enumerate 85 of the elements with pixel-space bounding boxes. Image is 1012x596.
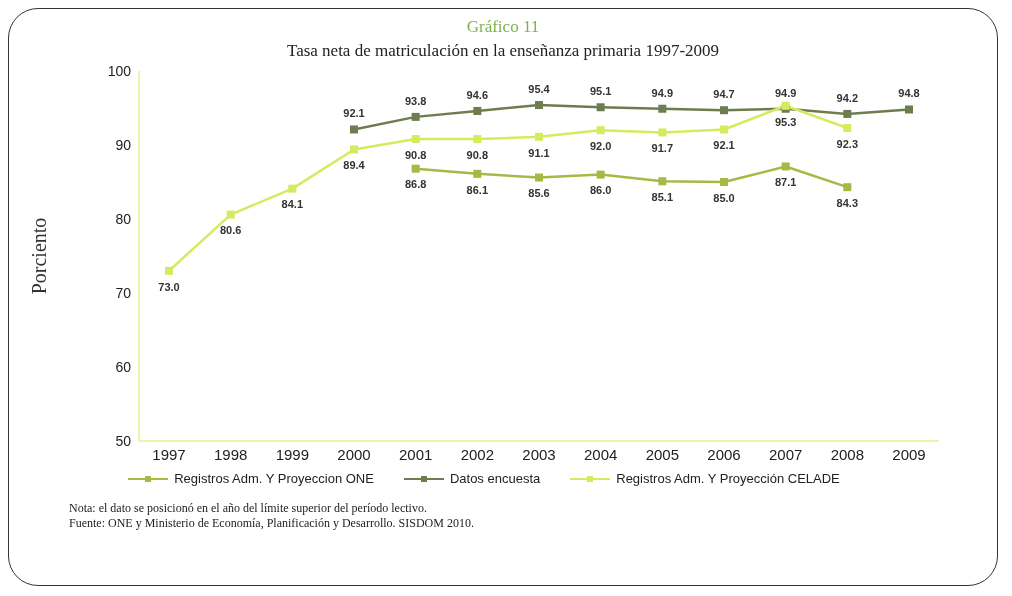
point	[720, 178, 728, 186]
point	[596, 170, 605, 179]
data-label: 86.8	[404, 178, 427, 191]
point	[411, 112, 420, 121]
point	[288, 184, 297, 193]
x-tick-label: 1997	[152, 445, 186, 463]
data-label: 92.1	[713, 139, 735, 152]
point	[843, 123, 852, 132]
x-tick-label: 2000	[337, 445, 371, 463]
x-tick-label: 1999	[275, 445, 310, 463]
data-label: 85.0	[713, 191, 735, 204]
point	[658, 128, 667, 137]
point	[658, 177, 667, 186]
point	[596, 103, 605, 112]
point	[781, 162, 790, 171]
chart-title: Gráfico 11	[465, 17, 541, 37]
data-label: 90.8	[404, 148, 427, 161]
data-label: 91.1	[528, 146, 550, 159]
y-tick-label: 80	[115, 210, 132, 227]
data-label: 94.6	[466, 88, 489, 101]
x-tick-label: 2007	[768, 445, 803, 463]
point	[411, 164, 420, 173]
data-label: 85.6	[528, 187, 550, 200]
data-label: 87.1	[774, 176, 797, 189]
point	[350, 125, 358, 134]
data-label: 94.9	[774, 86, 797, 99]
data-label: 73.0	[158, 280, 180, 293]
x-tick-label: 2004	[583, 445, 618, 463]
y-tick-label: 50	[115, 432, 132, 449]
data-label: 95.1	[589, 85, 612, 98]
point	[473, 169, 482, 178]
y-axis-title: Porciento	[28, 217, 51, 295]
data-label: 95.3	[774, 115, 797, 128]
point	[720, 106, 728, 115]
data-label: 92.1	[343, 107, 365, 120]
y-tick-label: 60	[115, 358, 132, 375]
point	[473, 106, 482, 115]
data-label: 94.9	[651, 86, 674, 99]
chart-subtitle: Tasa neta de matriculación en la enseñanza primaria 1997-2009	[285, 41, 721, 61]
data-label: 92.0	[589, 140, 612, 153]
point	[843, 183, 852, 192]
data-label: 84.3	[836, 196, 859, 209]
source-note: Fuente: ONE y Ministerio de Economía, Planificación y Desarrollo. SISDOM 2010.	[69, 516, 475, 531]
legend-label: Registros Adm. Y Proyección CELADE	[615, 471, 840, 486]
data-label: 85.1	[651, 191, 674, 204]
data-label: 94.2	[836, 91, 859, 104]
point	[535, 101, 543, 110]
x-tick-label: 2003	[522, 445, 556, 463]
x-tick-label: 2005	[645, 445, 680, 463]
data-label: 92.3	[836, 137, 859, 150]
point	[411, 135, 420, 144]
point	[596, 126, 605, 135]
x-tick-label: 1998	[213, 445, 248, 463]
point	[905, 105, 913, 114]
text: Nota: el dato se posicionó en el año del límite superior del período lectivo.	[69, 501, 428, 516]
point	[473, 135, 482, 144]
y-tick-label: 100	[107, 62, 132, 79]
x-tick-label: 2001	[398, 445, 433, 463]
x-tick-label: 2008	[830, 445, 865, 463]
data-label: 86.1	[466, 183, 489, 196]
point	[720, 125, 728, 134]
legend-label: Datos encuesta	[448, 471, 541, 486]
x-tick-label: 2006	[707, 445, 741, 463]
data-label: 93.8	[404, 94, 427, 107]
point	[658, 104, 667, 113]
data-label: 94.8	[898, 87, 920, 100]
x-tick-label: 2002	[460, 445, 495, 463]
data-label: 84.1	[281, 198, 304, 211]
point	[165, 266, 173, 275]
point	[843, 109, 852, 118]
point	[350, 145, 358, 154]
data-label: 89.4	[343, 159, 366, 172]
data-label: 91.7	[651, 142, 674, 155]
data-label: 90.8	[466, 148, 489, 161]
point	[535, 132, 543, 141]
data-label: 86.0	[589, 184, 612, 197]
point	[226, 210, 235, 219]
data-label: 94.7	[713, 88, 735, 101]
data-label: 80.6	[219, 224, 242, 237]
data-label: 95.4	[528, 83, 551, 96]
y-tick-label: 70	[115, 284, 132, 301]
x-tick-label: 2009	[892, 445, 926, 463]
point	[535, 173, 543, 182]
y-tick-label: 90	[115, 136, 132, 153]
legend-label: Registros Adm. Y Proyeccion ONE	[173, 471, 374, 486]
